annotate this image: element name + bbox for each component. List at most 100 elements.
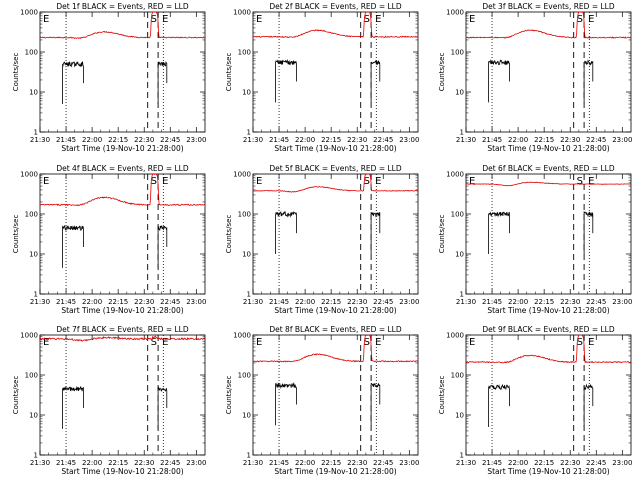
- marker-label: S: [577, 337, 583, 348]
- x-axis-label: Start Time (19-Nov-10 21:28:00): [274, 144, 396, 153]
- panel-title: Det 2f BLACK = Events, RED = LLD: [269, 2, 402, 11]
- y-tick-label: 10: [242, 89, 251, 97]
- x-tick-label: 22:00: [82, 298, 102, 306]
- events-series-line: [583, 383, 594, 427]
- x-tick-label: 22:30: [347, 459, 367, 467]
- marker-label: S: [364, 14, 370, 25]
- y-tick-label: 100: [25, 372, 38, 380]
- y-tick-label: 10: [29, 89, 38, 97]
- marker-label: E: [256, 176, 262, 187]
- x-tick-label: 23:00: [186, 136, 206, 144]
- x-tick-label: 23:00: [186, 298, 206, 306]
- x-tick-label: 22:00: [295, 298, 315, 306]
- marker-label: E: [256, 14, 262, 25]
- events-series-line: [370, 382, 381, 426]
- panel-title: Det 8f BLACK = Events, RED = LLD: [269, 325, 402, 334]
- lld-series-line: [39, 11, 205, 40]
- plot-frame: [39, 334, 206, 456]
- lld-series-line: [252, 173, 418, 193]
- y-tick-label: 1000: [446, 171, 464, 179]
- y-tick-label: 1000: [20, 9, 38, 17]
- y-tick-label: 10: [242, 412, 251, 420]
- events-series-line: [62, 385, 84, 429]
- plot-frame: [252, 334, 419, 456]
- events-series-line: [583, 59, 594, 103]
- x-tick-label: 21:45: [56, 136, 76, 144]
- marker-label: E: [375, 14, 381, 25]
- x-tick-label: 22:00: [508, 136, 528, 144]
- y-tick-label: 10: [455, 412, 464, 420]
- panel-det-5f: Det 5f BLACK = Events, RED = LLD 1 10 100 10…: [225, 164, 419, 315]
- events-series-line: [275, 382, 297, 426]
- y-tick-label: 1: [34, 452, 38, 460]
- panel-det-3f: Det 3f BLACK = Events, RED = LLD 1 10 100 10…: [438, 2, 632, 153]
- x-axis-label: Start Time (19-Nov-10 21:28:00): [61, 467, 183, 476]
- x-tick-label: 23:00: [399, 459, 419, 467]
- events-series-line: [488, 211, 510, 254]
- x-tick-label: 21:30: [243, 136, 263, 144]
- events-series-line: [488, 383, 510, 427]
- y-tick-label: 1: [247, 452, 251, 460]
- y-tick-label: 100: [451, 49, 464, 57]
- panel-det-9f: Det 9f BLACK = Events, RED = LLD 1 10 100 10…: [438, 325, 632, 476]
- x-tick-label: 22:15: [108, 459, 128, 467]
- x-tick-label: 22:45: [160, 459, 180, 467]
- x-tick-label: 22:00: [508, 298, 528, 306]
- marker-label: E: [162, 176, 168, 187]
- x-tick-label: 21:30: [456, 298, 476, 306]
- x-tick-label: 22:45: [586, 298, 606, 306]
- marker-label: E: [588, 14, 594, 25]
- x-tick-label: 22:30: [134, 459, 154, 467]
- x-axis-label: Start Time (19-Nov-10 21:28:00): [61, 306, 183, 315]
- x-axis-label: Start Time (19-Nov-10 21:28:00): [487, 467, 609, 476]
- x-tick-label: 22:00: [295, 136, 315, 144]
- events-series-line: [370, 211, 381, 254]
- y-tick-label: 1: [247, 129, 251, 137]
- x-axis-label: Start Time (19-Nov-10 21:28:00): [274, 306, 396, 315]
- events-series-line: [157, 61, 168, 104]
- y-tick-label: 10: [455, 89, 464, 97]
- x-tick-label: 22:00: [82, 459, 102, 467]
- y-tick-label: 1000: [233, 9, 251, 17]
- panel-det-7f: Det 7f BLACK = Events, RED = LLD 1 10 100 10…: [12, 325, 206, 476]
- lld-series-line: [465, 181, 631, 187]
- events-series-line: [157, 386, 168, 429]
- y-tick-label: 1: [34, 129, 38, 137]
- marker-label: S: [151, 176, 157, 187]
- x-tick-label: 21:30: [30, 459, 50, 467]
- lld-series-line: [252, 334, 418, 363]
- x-axis-label: Start Time (19-Nov-10 21:28:00): [274, 467, 396, 476]
- events-series-line: [62, 224, 84, 268]
- x-tick-label: 21:45: [269, 136, 289, 144]
- y-tick-label: 1: [460, 452, 464, 460]
- y-tick-label: 100: [238, 211, 251, 219]
- marker-label: E: [469, 176, 475, 187]
- x-tick-label: 21:45: [482, 298, 502, 306]
- x-tick-label: 21:45: [56, 298, 76, 306]
- y-tick-label: 1000: [233, 171, 251, 179]
- x-axis-label: Start Time (19-Nov-10 21:28:00): [487, 306, 609, 315]
- panel-title: Det 9f BLACK = Events, RED = LLD: [482, 325, 615, 334]
- plot-frame: [465, 173, 632, 295]
- marker-label: S: [364, 337, 370, 348]
- y-axis-label: Counts/sec: [12, 376, 20, 415]
- x-tick-label: 22:45: [373, 298, 393, 306]
- x-tick-label: 22:00: [295, 459, 315, 467]
- marker-label: E: [375, 176, 381, 187]
- y-tick-label: 10: [242, 251, 251, 259]
- y-tick-label: 100: [238, 49, 251, 57]
- marker-label: E: [588, 176, 594, 187]
- x-axis-label: Start Time (19-Nov-10 21:28:00): [487, 144, 609, 153]
- x-tick-label: 22:15: [108, 136, 128, 144]
- y-tick-label: 1: [460, 129, 464, 137]
- y-tick-label: 100: [25, 211, 38, 219]
- marker-label: S: [577, 176, 583, 187]
- x-tick-label: 23:00: [399, 136, 419, 144]
- x-tick-label: 22:30: [560, 298, 580, 306]
- panel-det-1f: Det 1f BLACK = Events, RED = LLD 1 10 100 10…: [12, 2, 206, 153]
- y-tick-label: 100: [238, 372, 251, 380]
- marker-label: E: [43, 337, 49, 348]
- y-tick-label: 1000: [446, 9, 464, 17]
- x-tick-label: 22:45: [160, 136, 180, 144]
